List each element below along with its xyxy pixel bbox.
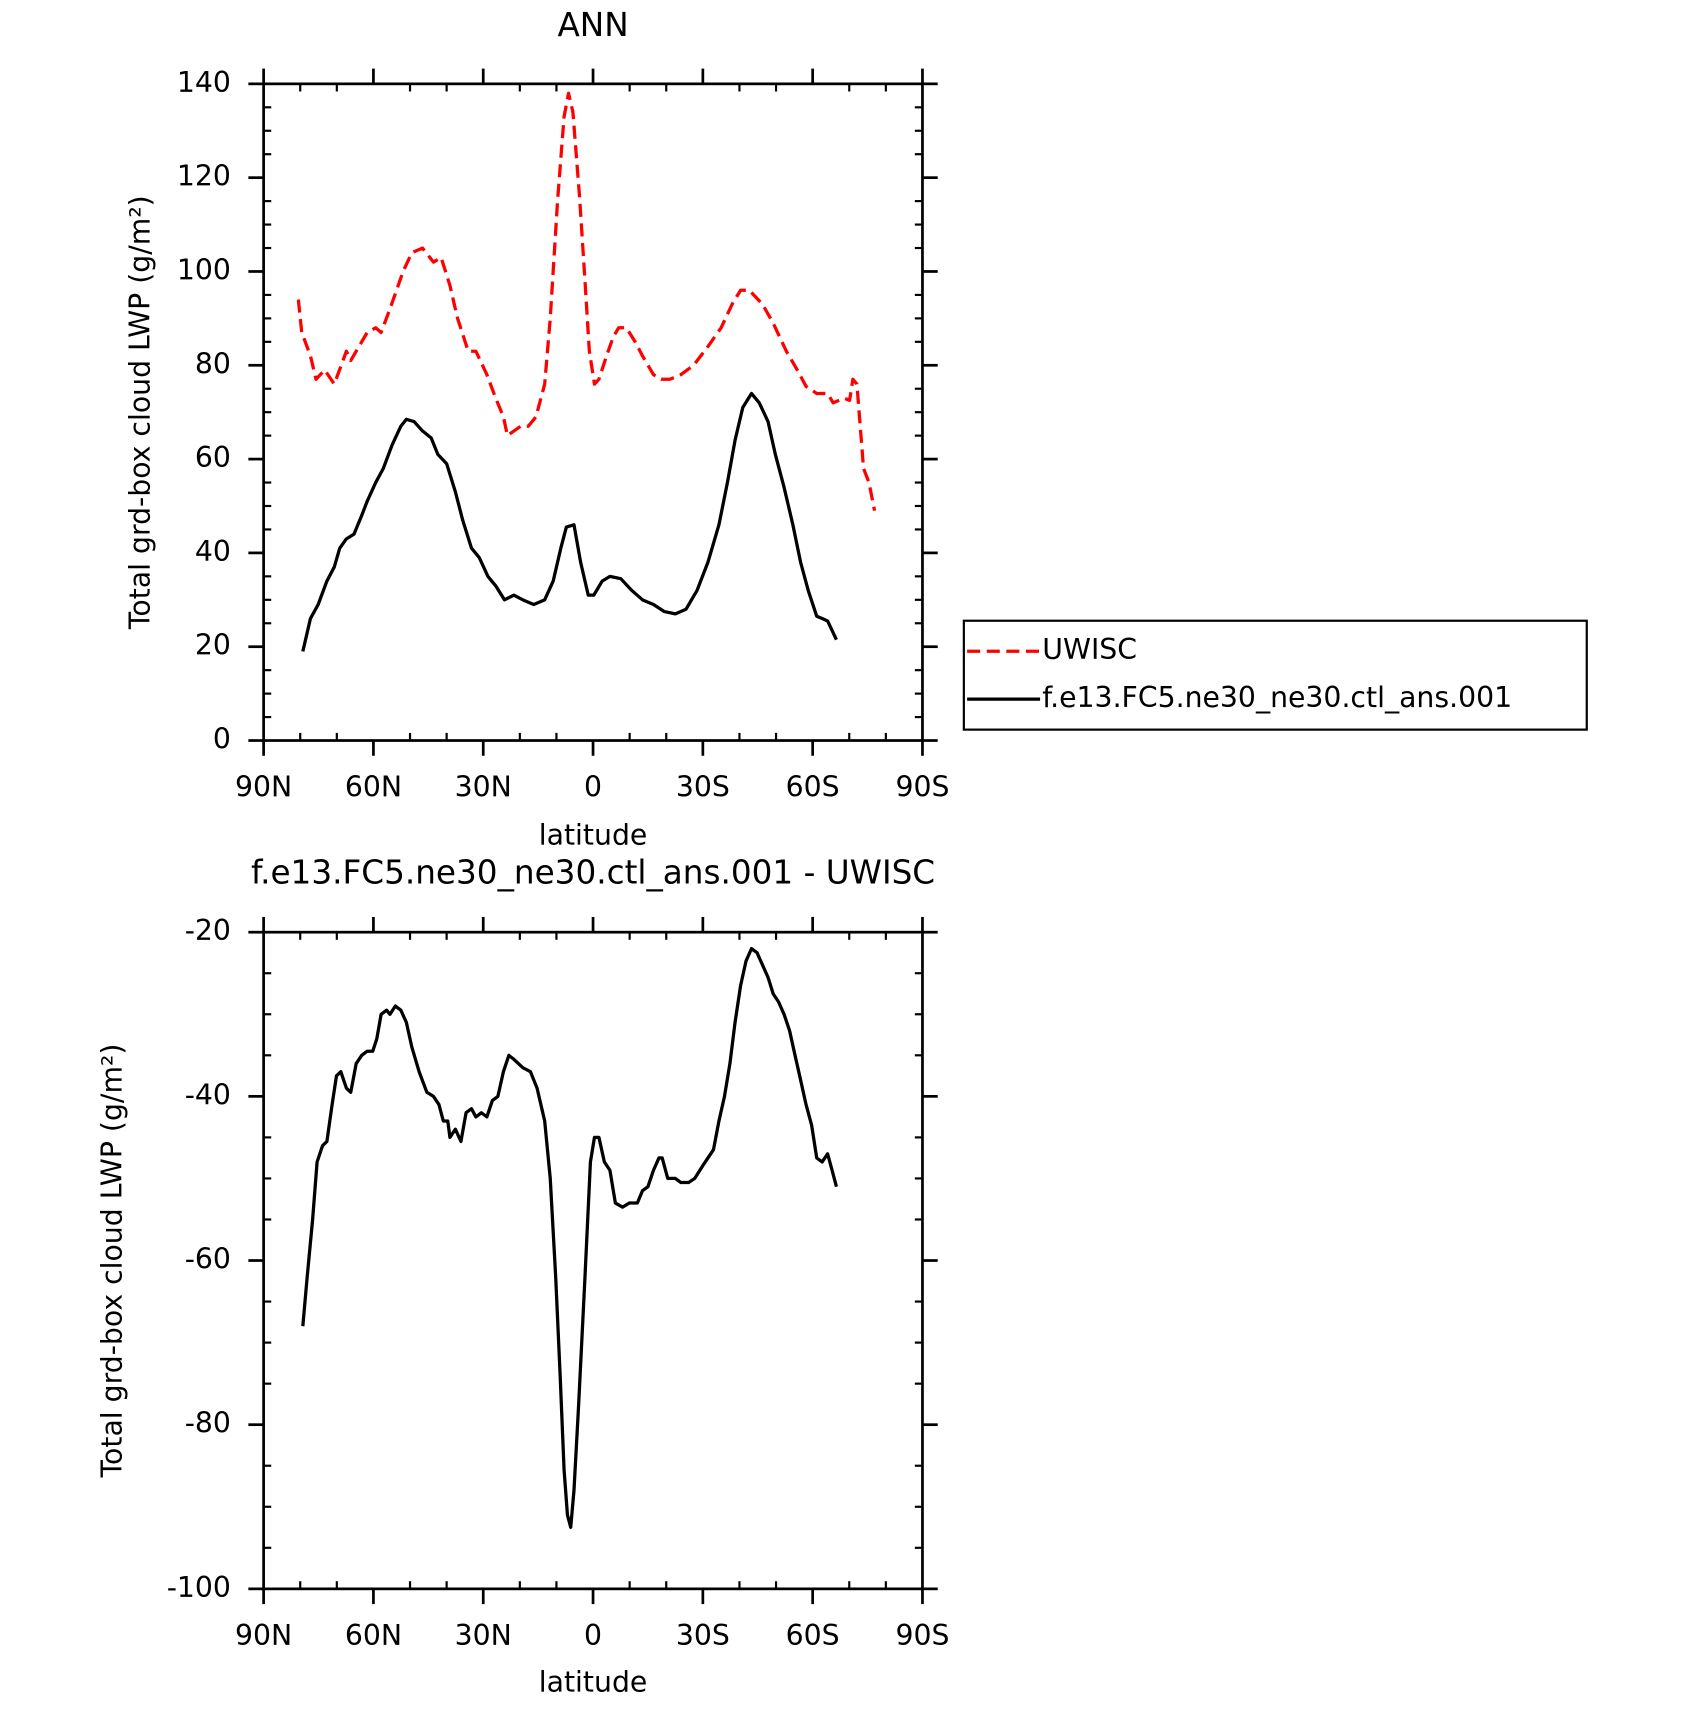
y-tick-label: 40: [195, 535, 231, 568]
y-tick-label: 100: [177, 253, 231, 286]
y-tick-label: 80: [195, 347, 231, 380]
x-tick-label: 60N: [345, 1619, 402, 1652]
x-tick-label: 30N: [455, 1619, 512, 1652]
y-tick-label: 60: [195, 441, 231, 474]
data-line: [301, 946, 839, 1529]
legend-label: UWISC: [1042, 633, 1137, 666]
x-axis-label: latitude: [539, 818, 648, 851]
y-tick-label: -60: [185, 1243, 231, 1276]
data-line: [301, 391, 838, 652]
chart-title: ANN: [557, 6, 628, 44]
x-axis-label: latitude: [539, 1666, 648, 1699]
y-tick-label: -40: [185, 1078, 231, 1111]
x-tick-label: 90S: [895, 770, 949, 803]
y-tick-label: -20: [185, 914, 231, 947]
data-line: [296, 91, 877, 512]
plot-frame: [262, 930, 924, 1591]
plot-frame: [262, 82, 924, 742]
x-tick-label: 30N: [455, 770, 512, 803]
y-tick-label: -80: [185, 1407, 231, 1440]
x-tick-label: 0: [584, 770, 602, 803]
x-tick-label: 90N: [235, 770, 292, 803]
x-tick-label: 60S: [786, 1619, 840, 1652]
y-tick-label: 0: [213, 723, 231, 756]
x-tick-label: 30S: [676, 1619, 730, 1652]
x-tick-label: 0: [584, 1619, 602, 1652]
x-tick-label: 60N: [345, 770, 402, 803]
chart-title: f.e13.FC5.ne30_ne30.ctl_ans.001 - UWISC: [251, 853, 935, 891]
legend-label: f.e13.FC5.ne30_ne30.ctl_ans.001: [1042, 681, 1512, 714]
x-tick-label: 30S: [676, 770, 730, 803]
x-tick-label: 90N: [235, 1619, 292, 1652]
x-tick-label: 90S: [895, 1619, 949, 1652]
y-tick-label: 140: [177, 66, 231, 99]
y-axis-label: Total grd-box cloud LWP (g/m²): [95, 1044, 128, 1479]
x-tick-label: 60S: [786, 770, 840, 803]
y-tick-label: -100: [167, 1571, 231, 1604]
y-axis-label: Total grd-box cloud LWP (g/m²): [124, 195, 157, 630]
y-tick-label: 20: [195, 629, 231, 662]
legend-box: [962, 619, 1588, 731]
y-tick-label: 120: [177, 160, 231, 193]
